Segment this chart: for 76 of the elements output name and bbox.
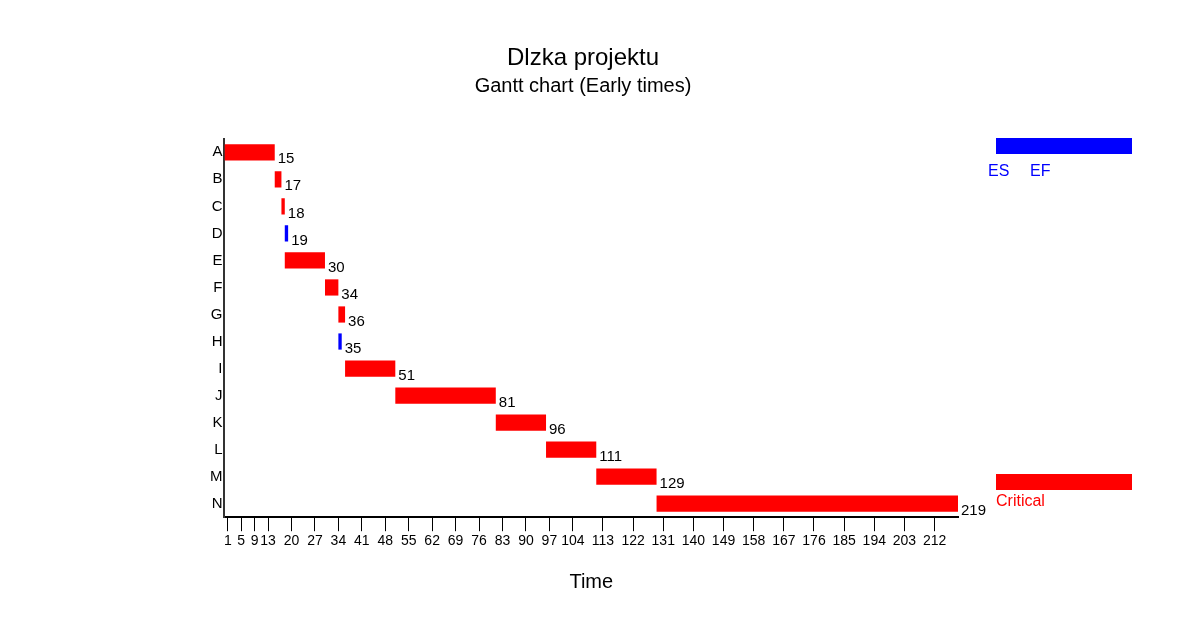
data-label: 34 (341, 284, 359, 302)
x-tick-label: 167 (772, 532, 796, 549)
x-tick-label: 90 (518, 532, 534, 549)
x-tick-label: 140 (681, 532, 706, 549)
text: Critical (996, 492, 1046, 510)
data-label: 96 (549, 419, 566, 437)
x-tick-label: 76 (471, 532, 488, 549)
x-tick-label: 9 (250, 532, 259, 549)
x-tick-label: 122 (621, 532, 646, 549)
bar (284, 252, 325, 269)
x-tick-label: 48 (377, 532, 394, 549)
y-tick-label: B (212, 169, 223, 187)
data-label: 81 (498, 392, 516, 410)
x-tick-label: 104 (561, 532, 585, 549)
y-tick-label: D (211, 223, 223, 241)
x-tick-label: 212 (922, 532, 947, 549)
chart-subtitle: Gantt chart (Early times) (474, 74, 692, 97)
data-label: 111 (599, 446, 623, 464)
y-tick-label: C (211, 196, 223, 214)
x-tick-label: 83 (494, 532, 511, 549)
y-tick-label: A (212, 142, 223, 160)
x-tick-label: 62 (424, 532, 441, 549)
x-tick-label: 97 (541, 532, 558, 549)
bar (546, 441, 597, 458)
x-tick-label: 131 (651, 532, 676, 549)
data-label: 35 (344, 338, 362, 356)
x-tick-label: 27 (307, 532, 323, 549)
y-tick-label: F (213, 277, 223, 295)
y-tick-label: H (211, 331, 223, 349)
bar (284, 225, 289, 242)
x-tick-label: 113 (591, 532, 615, 549)
data-label: 51 (398, 365, 415, 383)
y-tick-label: E (212, 250, 223, 268)
x-tick-label: 41 (354, 532, 370, 549)
x-tick-label: 1 (223, 532, 232, 549)
bar (338, 333, 342, 350)
bar (224, 144, 275, 161)
x-tick-label: 194 (862, 532, 887, 549)
bar (338, 306, 346, 323)
x-tick-label: 149 (711, 532, 736, 549)
chart-title: Dlzka projektu (506, 43, 660, 71)
data-label: 36 (348, 311, 365, 329)
data-label: 18 (287, 203, 305, 221)
data-label: 219 (961, 500, 987, 518)
data-label: 15 (277, 149, 295, 167)
y-tick-label: N (211, 493, 223, 511)
x-tick-label: 55 (400, 532, 417, 549)
bar (495, 414, 547, 431)
text: ES (988, 162, 1010, 180)
x-tick-label: 69 (447, 532, 464, 549)
x-tick-label: 34 (330, 532, 347, 549)
x-tick-label: 20 (283, 532, 300, 549)
y-tick-label: G (210, 304, 223, 322)
x-tick-label: 185 (832, 532, 857, 549)
y-tick-label: I (218, 358, 223, 376)
x-tick-label: 13 (260, 532, 277, 549)
bar (395, 387, 496, 404)
data-label: 30 (327, 257, 345, 275)
data-label: 19 (291, 230, 308, 248)
x-tick-label: 203 (892, 532, 917, 549)
bar (656, 495, 958, 512)
y-tick-label: L (214, 439, 223, 457)
bar (324, 279, 339, 296)
bar (596, 468, 657, 485)
data-label: 129 (659, 473, 685, 491)
bar (281, 198, 285, 215)
y-tick-label: K (212, 412, 223, 430)
y-tick-label: M (210, 466, 223, 484)
x-tick-label: 158 (742, 532, 766, 549)
y-tick-label: J (215, 385, 223, 403)
bar (345, 360, 396, 377)
text: EF (1030, 162, 1051, 180)
x-tick-label: 5 (237, 532, 246, 549)
x-axis-title: Time (569, 569, 614, 592)
x-tick-label: 176 (802, 532, 826, 549)
data-label: 17 (284, 176, 302, 194)
